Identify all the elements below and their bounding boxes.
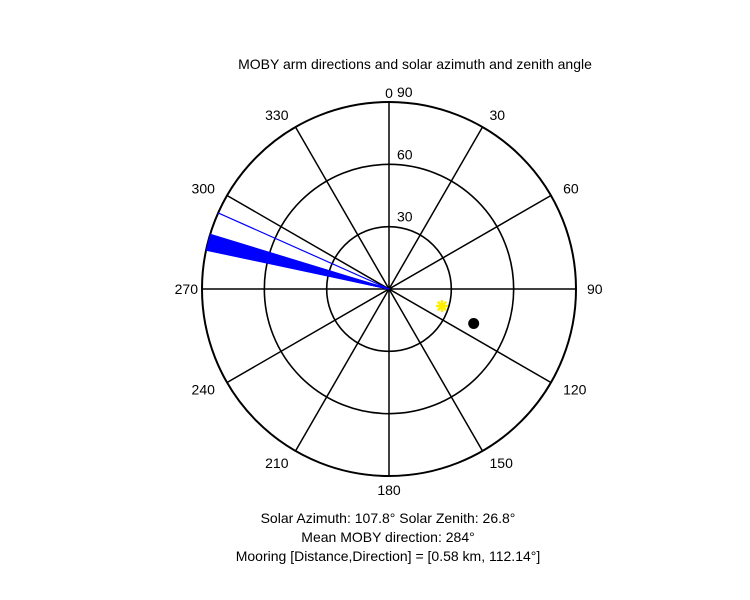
- sun-marker: [436, 300, 449, 313]
- angle-tick-label: 150: [490, 455, 514, 471]
- polar-data: [205, 212, 480, 329]
- angle-tick-label: 210: [265, 455, 289, 471]
- radial-tick-label: 30: [397, 209, 413, 225]
- mooring-annotation: Mooring [Distance,Direction] = [0.58 km,…: [235, 548, 541, 564]
- radial-tick-label: 60: [397, 146, 413, 162]
- angle-tick-label: 90: [587, 281, 603, 297]
- radial-tick-label: 90: [397, 84, 413, 100]
- mean-direction-annotation: Mean MOBY direction: 284°: [301, 529, 475, 545]
- angle-tick-label: 180: [377, 482, 401, 498]
- angle-tick-label: 270: [175, 281, 199, 297]
- angle-tick-label: 0: [385, 85, 393, 101]
- angle-tick-label: 120: [563, 382, 587, 398]
- polar-labels: 0 30 60 90 120 150 180 210 240 270 300 330 30 60 90: [175, 84, 603, 498]
- angle-tick-label: 300: [192, 180, 216, 196]
- angle-tick-label: 330: [265, 107, 289, 123]
- chart-caption: Solar Azimuth: 107.8° Solar Zenith: 26.8…: [0, 509, 750, 566]
- angle-tick-label: 240: [192, 382, 216, 398]
- arm-direction-line: [209, 233, 390, 290]
- angle-tick-label: 30: [490, 107, 506, 123]
- chart-title: MOBY arm directions and solar azimuth an…: [238, 56, 592, 72]
- sun-ray: [436, 300, 448, 312]
- arm-direction-line: [217, 212, 390, 290]
- solar-angles-annotation: Solar Azimuth: 107.8° Solar Zenith: 26.8…: [260, 510, 516, 526]
- angle-tick-label: 60: [563, 180, 579, 196]
- mooring-marker: [468, 317, 480, 329]
